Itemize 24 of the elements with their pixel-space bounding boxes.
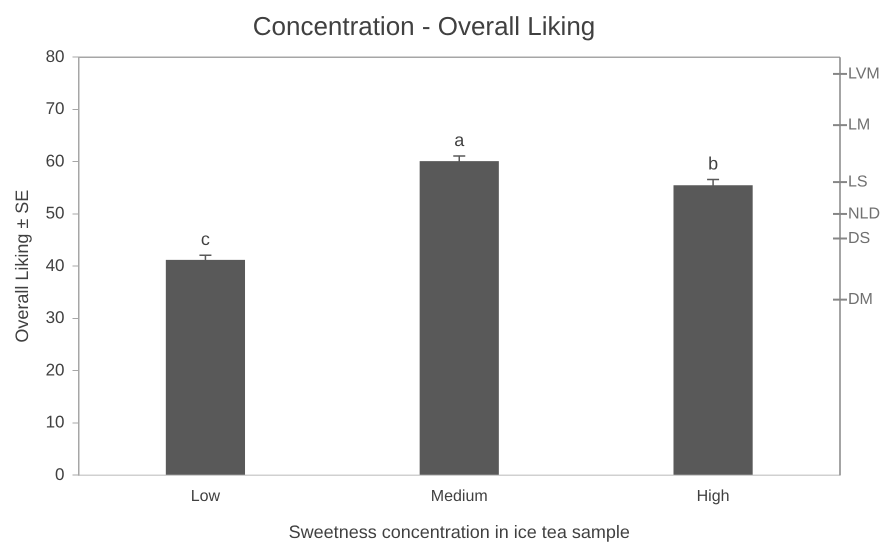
- chart-title: Concentration - Overall Liking: [252, 10, 596, 41]
- y-tick-label: 30: [46, 308, 65, 328]
- y-tick-label: 40: [46, 256, 65, 275]
- ref-line-label: NLD: [848, 205, 880, 222]
- y-axis-title: Overall Liking ± SE: [12, 190, 32, 343]
- y-tick-label: 10: [46, 412, 65, 432]
- ref-line-label: LVM: [848, 65, 880, 82]
- x-tick-label: High: [696, 488, 730, 506]
- ref-line-label: DM: [848, 291, 873, 308]
- annotation: a: [454, 130, 466, 150]
- x-tick-label: Low: [190, 488, 221, 506]
- ref-line-label: LM: [848, 116, 870, 134]
- x-axis-title: Sweetness concentration in ice tea sample: [288, 522, 630, 542]
- x-tick-label: Medium: [430, 488, 488, 506]
- y-tick-label: 50: [46, 204, 65, 223]
- annotation: b: [708, 153, 718, 174]
- y-tick-label: 60: [46, 151, 65, 170]
- y-tick-label: 80: [46, 46, 65, 66]
- annotation: c: [200, 229, 210, 250]
- y-tick-label: 20: [46, 360, 65, 380]
- ref-line-label: DS: [848, 230, 870, 247]
- ref-line-label: LS: [848, 173, 868, 190]
- y-tick-label: 70: [46, 99, 65, 118]
- y-tick-label: 0: [55, 464, 65, 484]
